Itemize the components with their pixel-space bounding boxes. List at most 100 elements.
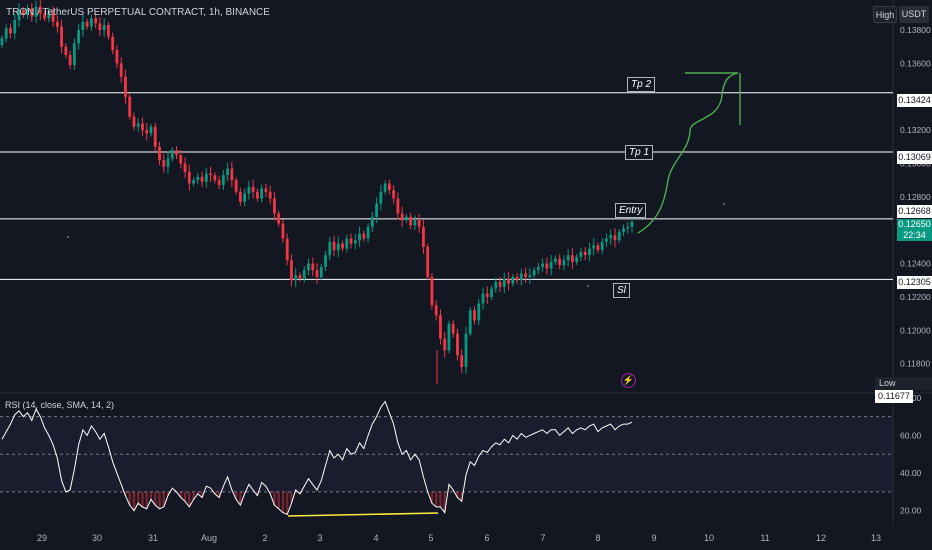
tp1-label[interactable]: Tp 1 [625, 145, 654, 160]
candle-body [575, 256, 579, 262]
candle-body [68, 55, 72, 66]
candle-body [515, 276, 519, 281]
candle-body [0, 38, 4, 46]
rsi-line [1, 400, 633, 516]
candle-body [524, 273, 527, 277]
time-tick-label: 8 [595, 533, 600, 543]
time-tick-label: 11 [760, 533, 769, 543]
candle-body [192, 180, 195, 184]
divergence-line [287, 512, 439, 517]
candle-body [447, 323, 451, 351]
candle-body [400, 213, 404, 221]
candle-body [298, 275, 302, 279]
candle-body [379, 191, 383, 204]
candle-body [277, 213, 281, 224]
currency-button[interactable]: USDT [899, 6, 929, 23]
candle-body [204, 173, 208, 182]
candle-body [439, 315, 442, 339]
candle-body [622, 228, 625, 232]
candle-body [170, 150, 174, 159]
candle-body [60, 26, 63, 47]
price-tick-label: 0.12800 [900, 192, 931, 202]
candle-body [336, 243, 340, 251]
candle-body [264, 188, 268, 192]
rsi-pane [0, 400, 893, 517]
candle-body [315, 270, 319, 277]
current-price-value: 0.12650 [898, 219, 931, 229]
candle-body [17, 10, 21, 21]
candle-body [124, 76, 127, 97]
sl-label[interactable]: Sl [613, 283, 630, 298]
candle-body [128, 96, 132, 117]
symbol-title: TRON / TetherUS PERPETUAL CONTRACT, 1h, … [6, 7, 270, 18]
candle-body [413, 220, 417, 226]
candle-body [226, 168, 230, 176]
candle-body [273, 198, 276, 214]
candle-body [158, 146, 161, 161]
candle-body [596, 245, 600, 251]
candle-body [387, 183, 391, 191]
entry-price-tag: 0.12668 [897, 205, 932, 218]
candle-body [468, 310, 472, 334]
candle-body [260, 188, 264, 199]
candle-body [47, 11, 51, 19]
candle-body [64, 46, 68, 56]
entry-label[interactable]: Entry [615, 203, 647, 218]
candle-body [460, 355, 464, 367]
candle-body [396, 198, 400, 214]
candle-body [268, 191, 272, 199]
candle-body [247, 186, 251, 194]
price-tick-label: 0.12200 [900, 292, 931, 302]
candle-body [9, 28, 12, 34]
candle-body [477, 303, 481, 321]
candle-body [145, 130, 149, 134]
time-tick-label: 3 [317, 533, 322, 543]
tp2-label[interactable]: Tp 2 [627, 77, 656, 92]
candle-body [532, 270, 536, 276]
lightning-icon[interactable]: ⚡ [621, 373, 636, 388]
candle-body [341, 243, 344, 249]
time-tick-label: 10 [704, 533, 714, 543]
candle-body [238, 191, 242, 202]
low-value: 0.11677 [875, 390, 913, 403]
high-button[interactable]: High [873, 6, 897, 23]
candle-body [89, 18, 93, 27]
candle-body [404, 216, 408, 221]
candle-body [485, 293, 489, 297]
candle-body [98, 23, 102, 31]
candle-body [630, 221, 634, 227]
candle-body [451, 323, 455, 334]
candle-body [422, 226, 425, 247]
bar-countdown: 22:34 [903, 230, 926, 240]
candle-body [81, 21, 85, 31]
candle-body [166, 158, 170, 167]
candle-body [366, 226, 370, 239]
candle-body [511, 276, 515, 284]
rsi-title: RSI (14, close, SMA, 14, 2) [5, 400, 115, 410]
candle-body [285, 238, 289, 261]
candle-body [115, 50, 119, 64]
marker-dot [587, 285, 589, 287]
candle-body [358, 233, 361, 241]
candle-body [609, 235, 613, 239]
candle-body [600, 241, 604, 251]
candle-body [72, 43, 76, 66]
candle-body [443, 338, 447, 351]
candle-body [302, 270, 306, 279]
candle-body [307, 263, 310, 271]
candle-body [430, 276, 434, 306]
candle-body [251, 186, 255, 192]
time-tick-label: 2 [262, 533, 267, 543]
candle-body [464, 333, 468, 367]
level-lines [0, 92, 893, 280]
price-tick-label: 0.13800 [900, 25, 931, 35]
candle-body [153, 126, 157, 147]
candle-body [175, 150, 178, 156]
candle-body [409, 216, 413, 226]
time-tick-label: 12 [816, 533, 826, 543]
time-tick-label: 13 [871, 533, 881, 543]
candle-body [481, 293, 485, 304]
grid [0, 0, 932, 525]
projection-drawing [637, 72, 741, 234]
